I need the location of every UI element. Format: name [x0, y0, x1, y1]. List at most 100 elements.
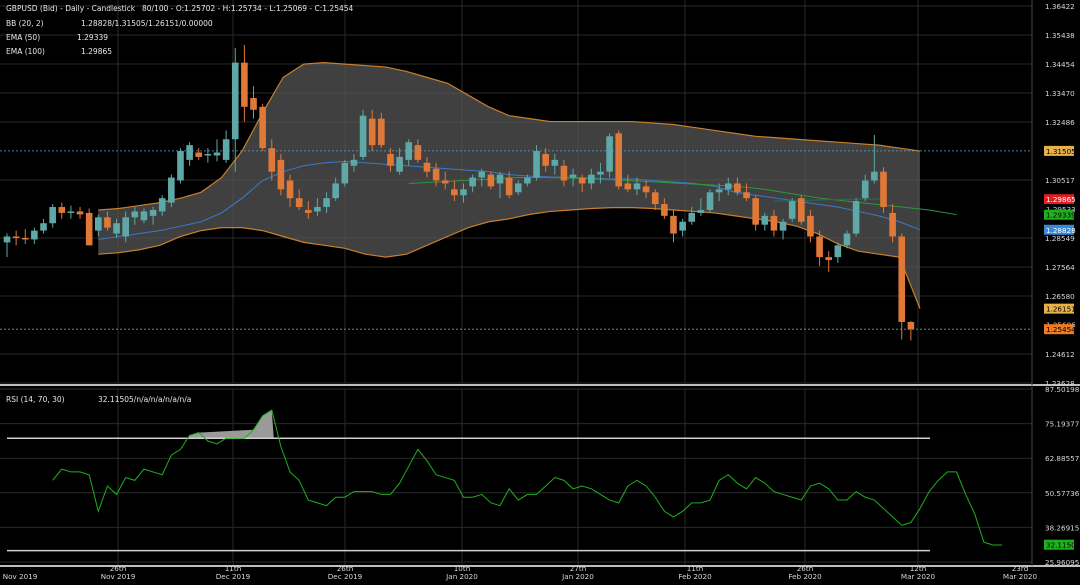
- price-badge-label: 1.25454: [1046, 325, 1076, 334]
- candle-body: [724, 183, 732, 190]
- candle-body: [140, 211, 148, 221]
- candle-body: [423, 162, 431, 172]
- candle-body: [441, 180, 449, 184]
- candle-body: [524, 177, 531, 184]
- candle-body: [49, 207, 56, 224]
- candle-body: [250, 97, 257, 110]
- candle-body: [204, 153, 212, 156]
- candle-body: [168, 177, 175, 203]
- candle-body: [286, 180, 294, 199]
- candle-body: [12, 236, 20, 238]
- candle-body: [770, 215, 778, 231]
- candle-body: [734, 183, 741, 193]
- candle-body: [414, 145, 422, 160]
- rsi-label: RSI (14, 70, 30): [6, 395, 65, 404]
- price-tick-label: 1.30517: [1045, 176, 1075, 185]
- rsi-line: [52, 409, 1003, 546]
- candle-body: [880, 171, 887, 208]
- candle-body: [606, 136, 613, 172]
- rsi-panel: [7, 409, 1003, 552]
- price-badge: [1044, 209, 1074, 220]
- candle-body: [222, 139, 230, 160]
- time-label-day: 11th: [687, 564, 704, 573]
- candle-body: [852, 201, 860, 234]
- price-tick-label: 1.34454: [1045, 60, 1075, 69]
- time-label-month: Nov 2019: [3, 572, 38, 581]
- candle-body: [861, 180, 869, 199]
- candle-body: [149, 209, 157, 216]
- candle-body: [816, 236, 823, 258]
- time-label-day: 26th: [337, 564, 354, 573]
- time-label-day: 26th: [110, 564, 127, 573]
- candle-body: [907, 321, 915, 330]
- candle-body: [843, 233, 851, 246]
- price-badge-label: 1.26151: [1046, 305, 1076, 314]
- candle-body: [633, 183, 641, 190]
- rsi-tick-label: 25.96095: [1045, 558, 1079, 567]
- candle-body: [40, 223, 47, 231]
- candle-body: [3, 236, 11, 243]
- candle-body: [368, 118, 376, 146]
- candle-body: [651, 192, 659, 205]
- time-label-month: Jan 2020: [561, 572, 594, 581]
- candle-body: [131, 211, 139, 218]
- price-tick-label: 1.27564: [1045, 263, 1075, 272]
- price-badge-label: 1.31505: [1046, 147, 1076, 156]
- rsi-value: 32.11505/n/a/n/a/n/a/n/a: [98, 395, 192, 404]
- candle-body: [231, 62, 239, 140]
- candle-body: [277, 159, 285, 190]
- price-badge-label: 1.29533: [1046, 205, 1076, 214]
- rsi-tick-label: 62.88557: [1045, 454, 1079, 463]
- candle-body: [67, 211, 75, 213]
- time-label-month: Mar 2020: [901, 572, 936, 581]
- candle-body: [496, 174, 504, 184]
- candle-body: [341, 162, 349, 184]
- time-label-day: 27th: [570, 564, 587, 573]
- candle-body: [122, 217, 129, 237]
- candle-body: [898, 236, 906, 322]
- candle-body: [715, 189, 723, 193]
- candle-body: [834, 245, 842, 258]
- candle-body: [487, 174, 495, 187]
- rsi-tick-label: 50.57736: [1045, 489, 1080, 498]
- candle-body: [533, 151, 540, 178]
- time-label-month: Feb 2020: [788, 572, 822, 581]
- candle-body: [542, 153, 549, 166]
- price-tick-label: 1.35438: [1045, 31, 1075, 40]
- time-label-month: Jan 2020: [445, 572, 478, 581]
- candle-body: [615, 133, 623, 187]
- candle-body: [259, 106, 266, 149]
- ema100-value: 1.29865: [81, 47, 113, 56]
- candle-body: [478, 171, 486, 178]
- candle-body: [177, 151, 184, 181]
- time-label-month: Nov 2019: [101, 572, 136, 581]
- chart-title: GBPUSD (Bid) - Daily - Candlestick: [6, 4, 136, 13]
- price-badge-label: 1.29865: [1046, 195, 1076, 204]
- candle-body: [706, 192, 714, 210]
- time-label-day: 26th: [797, 564, 814, 573]
- candle-body: [588, 174, 595, 184]
- price-badge: [1044, 194, 1074, 205]
- price-axis: 1.36422 1.35438 1.34454 1.33470 1.32486 1.305…: [0, 2, 1080, 567]
- time-label-month: Feb 2020: [678, 572, 712, 581]
- candle-body: [58, 207, 66, 213]
- candle-body: [76, 211, 84, 215]
- candle-body: [378, 118, 385, 146]
- candle-body: [569, 174, 577, 178]
- candle-body: [113, 223, 120, 234]
- price-tick-label: 1.33470: [1045, 89, 1075, 98]
- candle-body: [798, 198, 805, 222]
- candle-body: [213, 152, 221, 156]
- candle-body: [551, 159, 559, 166]
- candle-body: [387, 153, 394, 166]
- ema100-label: EMA (100): [6, 47, 45, 56]
- rsi-tick-label: 38.26915: [1045, 523, 1079, 532]
- candle-body: [514, 183, 522, 193]
- rsi-tick-label: 87.50198: [1045, 385, 1080, 394]
- price-tick-label: 1.23628: [1045, 379, 1075, 388]
- candle-body: [304, 209, 312, 213]
- candle-body: [871, 171, 878, 181]
